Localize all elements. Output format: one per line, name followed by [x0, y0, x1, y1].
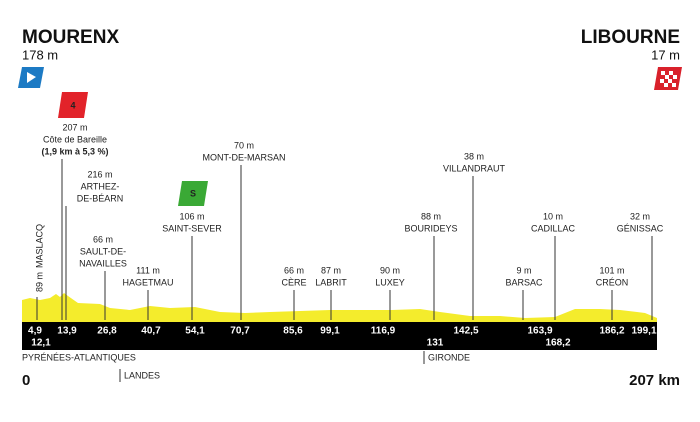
waypoint-name: CADILLAC	[531, 223, 576, 233]
km-label: 116,9	[371, 326, 396, 337]
waypoint-altitude: 10 m	[543, 211, 563, 221]
waypoint-name: HAGETMAU	[122, 277, 173, 287]
waypoint-altitude: 89 m	[34, 272, 44, 292]
waypoint-name: CRÉON	[596, 277, 629, 287]
km-label: 12,1	[31, 338, 51, 349]
waypoint-name: Côte de Bareille	[43, 134, 107, 144]
km-label: 26,8	[97, 326, 117, 337]
waypoint-name: DE-BÉARN	[77, 193, 124, 203]
waypoint-altitude: 87 m	[321, 265, 341, 275]
km-label: 85,6	[283, 326, 303, 337]
finish-km: 207 km	[629, 372, 680, 389]
km-label: 54,1	[185, 326, 205, 337]
profile-area	[22, 293, 657, 322]
climb-badge	[58, 92, 88, 118]
waypoint-name: VILLANDRAUT	[443, 163, 506, 173]
km-label: 186,2	[599, 326, 624, 337]
waypoint-altitude: 32 m	[630, 211, 650, 221]
finish-name: LIBOURNE	[581, 27, 680, 48]
waypoint-altitude: 216 m	[87, 169, 112, 179]
waypoint-name: MONT-DE-MARSAN	[203, 152, 286, 162]
climb-detail: (1,9 km à 5,3 %)	[41, 146, 108, 156]
waypoint-altitude: 70 m	[234, 140, 254, 150]
waypoint-altitude: 9 m	[516, 265, 531, 275]
waypoint-name: SAINT-SEVER	[162, 223, 222, 233]
waypoint-name: NAVAILLES	[79, 258, 127, 268]
km-label: 142,5	[453, 326, 478, 337]
km-label: 168,2	[545, 338, 570, 349]
km-band	[22, 322, 657, 350]
km-label: 99,1	[320, 326, 340, 337]
finish-flag	[654, 67, 682, 90]
waypoint-name: GÉNISSAC	[617, 223, 664, 233]
waypoint-altitude: 101 m	[599, 265, 624, 275]
start-name: MOURENX	[22, 27, 119, 48]
km-label: 4,9	[28, 326, 42, 337]
waypoint-name: BOURIDEYS	[404, 223, 457, 233]
km-label: 70,7	[230, 326, 250, 337]
km-label: 13,9	[57, 326, 77, 337]
region-label: GIRONDE	[428, 352, 470, 362]
climb-category: 4	[70, 100, 75, 110]
waypoint-altitude: 66 m	[93, 234, 113, 244]
km-label: 163,9	[527, 326, 552, 337]
waypoint-name: SAULT-DE-	[80, 246, 126, 256]
waypoint-name: MASLACQ	[34, 224, 44, 268]
waypoint-name: ARTHEZ-	[81, 181, 120, 191]
waypoint-altitude: 38 m	[464, 151, 484, 161]
sprint-badge	[178, 181, 208, 206]
waypoint-name: LABRIT	[315, 277, 347, 287]
km-label: 40,7	[141, 326, 161, 337]
waypoint-name: CÈRE	[281, 277, 306, 287]
km-label: 199,1	[631, 326, 656, 337]
waypoint-altitude: 90 m	[380, 265, 400, 275]
waypoint-altitude: 207 m	[62, 122, 87, 132]
waypoint-altitude: 106 m	[179, 211, 204, 221]
region-label: LANDES	[124, 370, 160, 380]
waypoint-altitude: 66 m	[284, 265, 304, 275]
waypoint-altitude: 111 m	[136, 265, 160, 275]
start-km: 0	[22, 372, 30, 389]
waypoint-altitude: 88 m	[421, 211, 441, 221]
waypoint-name: BARSAC	[505, 277, 543, 287]
finish-altitude: 17 m	[651, 47, 680, 62]
sprint-label: S	[190, 188, 196, 198]
region-label: PYRÉNÉES-ATLANTIQUES	[22, 352, 136, 362]
waypoint-name: LUXEY	[375, 277, 405, 287]
start-altitude: 178 m	[22, 47, 58, 62]
start-arrow	[27, 72, 36, 83]
km-label: 131	[427, 338, 444, 349]
